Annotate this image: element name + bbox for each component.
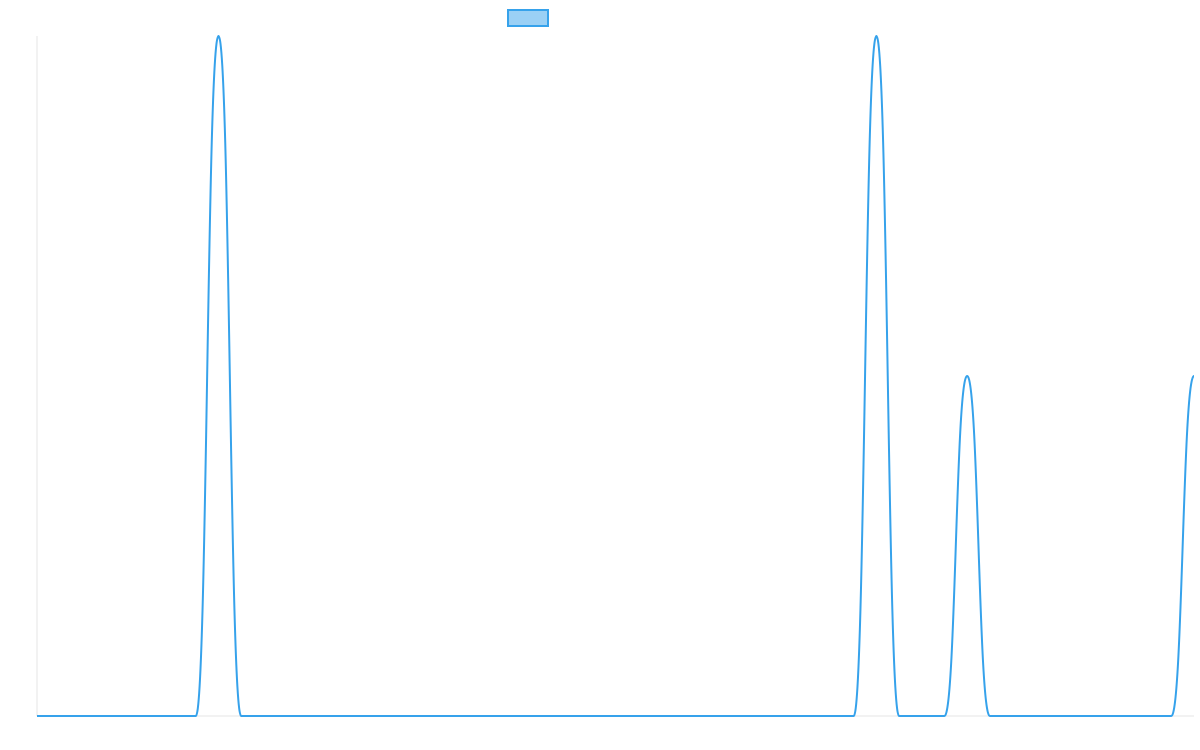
chart-axes bbox=[36, 36, 1194, 717]
series-layer bbox=[34, 33, 1197, 719]
data-point[interactable] bbox=[601, 713, 607, 719]
data-point[interactable] bbox=[578, 713, 584, 719]
data-point[interactable] bbox=[261, 713, 267, 719]
data-point[interactable] bbox=[465, 713, 471, 719]
data-point[interactable] bbox=[215, 33, 221, 39]
data-point[interactable] bbox=[1032, 713, 1038, 719]
data-point[interactable] bbox=[125, 713, 131, 719]
data-point[interactable] bbox=[805, 713, 811, 719]
data-point[interactable] bbox=[420, 713, 426, 719]
data-point[interactable] bbox=[510, 713, 516, 719]
data-point[interactable] bbox=[828, 713, 834, 719]
data-point[interactable] bbox=[57, 713, 63, 719]
data-point[interactable] bbox=[170, 713, 176, 719]
data-point[interactable] bbox=[102, 713, 108, 719]
data-point[interactable] bbox=[442, 713, 448, 719]
data-point[interactable] bbox=[737, 713, 743, 719]
data-point[interactable] bbox=[193, 713, 199, 719]
data-point[interactable] bbox=[987, 713, 993, 719]
data-point[interactable] bbox=[760, 713, 766, 719]
data-point[interactable] bbox=[1146, 713, 1152, 719]
data-point[interactable] bbox=[238, 713, 244, 719]
data-point[interactable] bbox=[306, 713, 312, 719]
data-point[interactable] bbox=[533, 713, 539, 719]
data-point[interactable] bbox=[488, 713, 494, 719]
data-point[interactable] bbox=[851, 713, 857, 719]
data-point[interactable] bbox=[873, 33, 879, 39]
data-point[interactable] bbox=[556, 713, 562, 719]
legend-swatch-series-1[interactable] bbox=[507, 9, 549, 27]
data-point[interactable] bbox=[1191, 373, 1197, 379]
series-line-1 bbox=[37, 35, 1195, 717]
data-point[interactable] bbox=[692, 713, 698, 719]
data-point[interactable] bbox=[1168, 713, 1174, 719]
data-point[interactable] bbox=[1100, 713, 1106, 719]
data-point[interactable] bbox=[329, 713, 335, 719]
data-point[interactable] bbox=[941, 713, 947, 719]
data-point[interactable] bbox=[964, 373, 970, 379]
data-point[interactable] bbox=[397, 713, 403, 719]
data-point[interactable] bbox=[1055, 713, 1061, 719]
data-point[interactable] bbox=[1010, 713, 1016, 719]
data-point[interactable] bbox=[624, 713, 630, 719]
data-point[interactable] bbox=[352, 713, 358, 719]
data-point[interactable] bbox=[783, 713, 789, 719]
data-point[interactable] bbox=[919, 713, 925, 719]
data-point[interactable] bbox=[147, 713, 153, 719]
data-point[interactable] bbox=[715, 713, 721, 719]
data-point[interactable] bbox=[374, 713, 380, 719]
data-point[interactable] bbox=[1078, 713, 1084, 719]
legend[interactable] bbox=[507, 9, 549, 27]
data-point[interactable] bbox=[34, 713, 40, 719]
data-point[interactable] bbox=[669, 713, 675, 719]
data-point[interactable] bbox=[896, 713, 902, 719]
data-point[interactable] bbox=[284, 713, 290, 719]
data-point[interactable] bbox=[1123, 713, 1129, 719]
data-point[interactable] bbox=[79, 713, 85, 719]
data-point[interactable] bbox=[647, 713, 653, 719]
